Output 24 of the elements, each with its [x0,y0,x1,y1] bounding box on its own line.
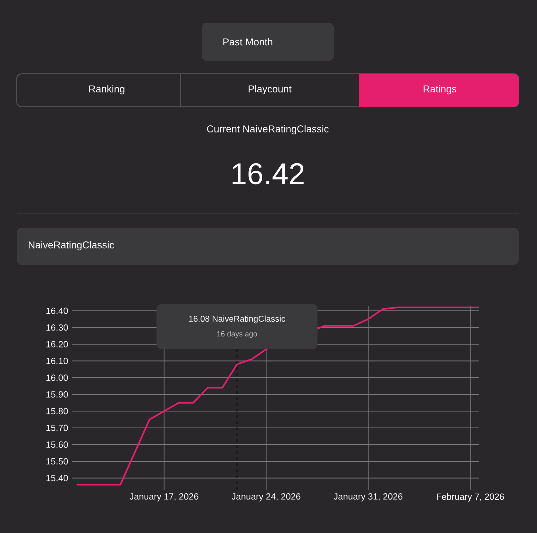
text: Ratings [424,85,457,95]
y-tick-label: 15.60 [46,442,68,448]
y-tick-label: 15.50 [46,458,68,465]
x-tick-label: January 24, 2026 [232,494,301,502]
y-tick-label: 16.30 [46,324,68,331]
y-tick-label: 15.90 [46,391,68,398]
text: NaiveRatingClassic [29,241,114,251]
annotation: 16.08 NaiveRatingClassic [189,316,286,324]
y-tick-label: 15.80 [46,408,68,415]
x-tick-label: February 7, 2026 [437,494,504,502]
line-series [76,306,480,486]
text: Past Month [224,38,273,46]
y-tick-label: 15.40 [46,475,68,482]
x-tick-label: January 17, 2026 [130,494,199,502]
text: Current NaiveRatingClassic [207,125,329,135]
y-tick-label: 16.00 [46,374,68,382]
y-tick-label: 15.70 [46,424,68,432]
y-tick-label: 16.20 [46,341,68,348]
text: Playcount [248,85,292,95]
y-tick-label: 16.40 [46,308,68,314]
text: 16.42 [232,163,304,185]
text: Ranking [90,85,125,95]
y-tick-label: 16.10 [46,358,68,364]
x-tick-label: January 31, 2026 [334,494,403,502]
